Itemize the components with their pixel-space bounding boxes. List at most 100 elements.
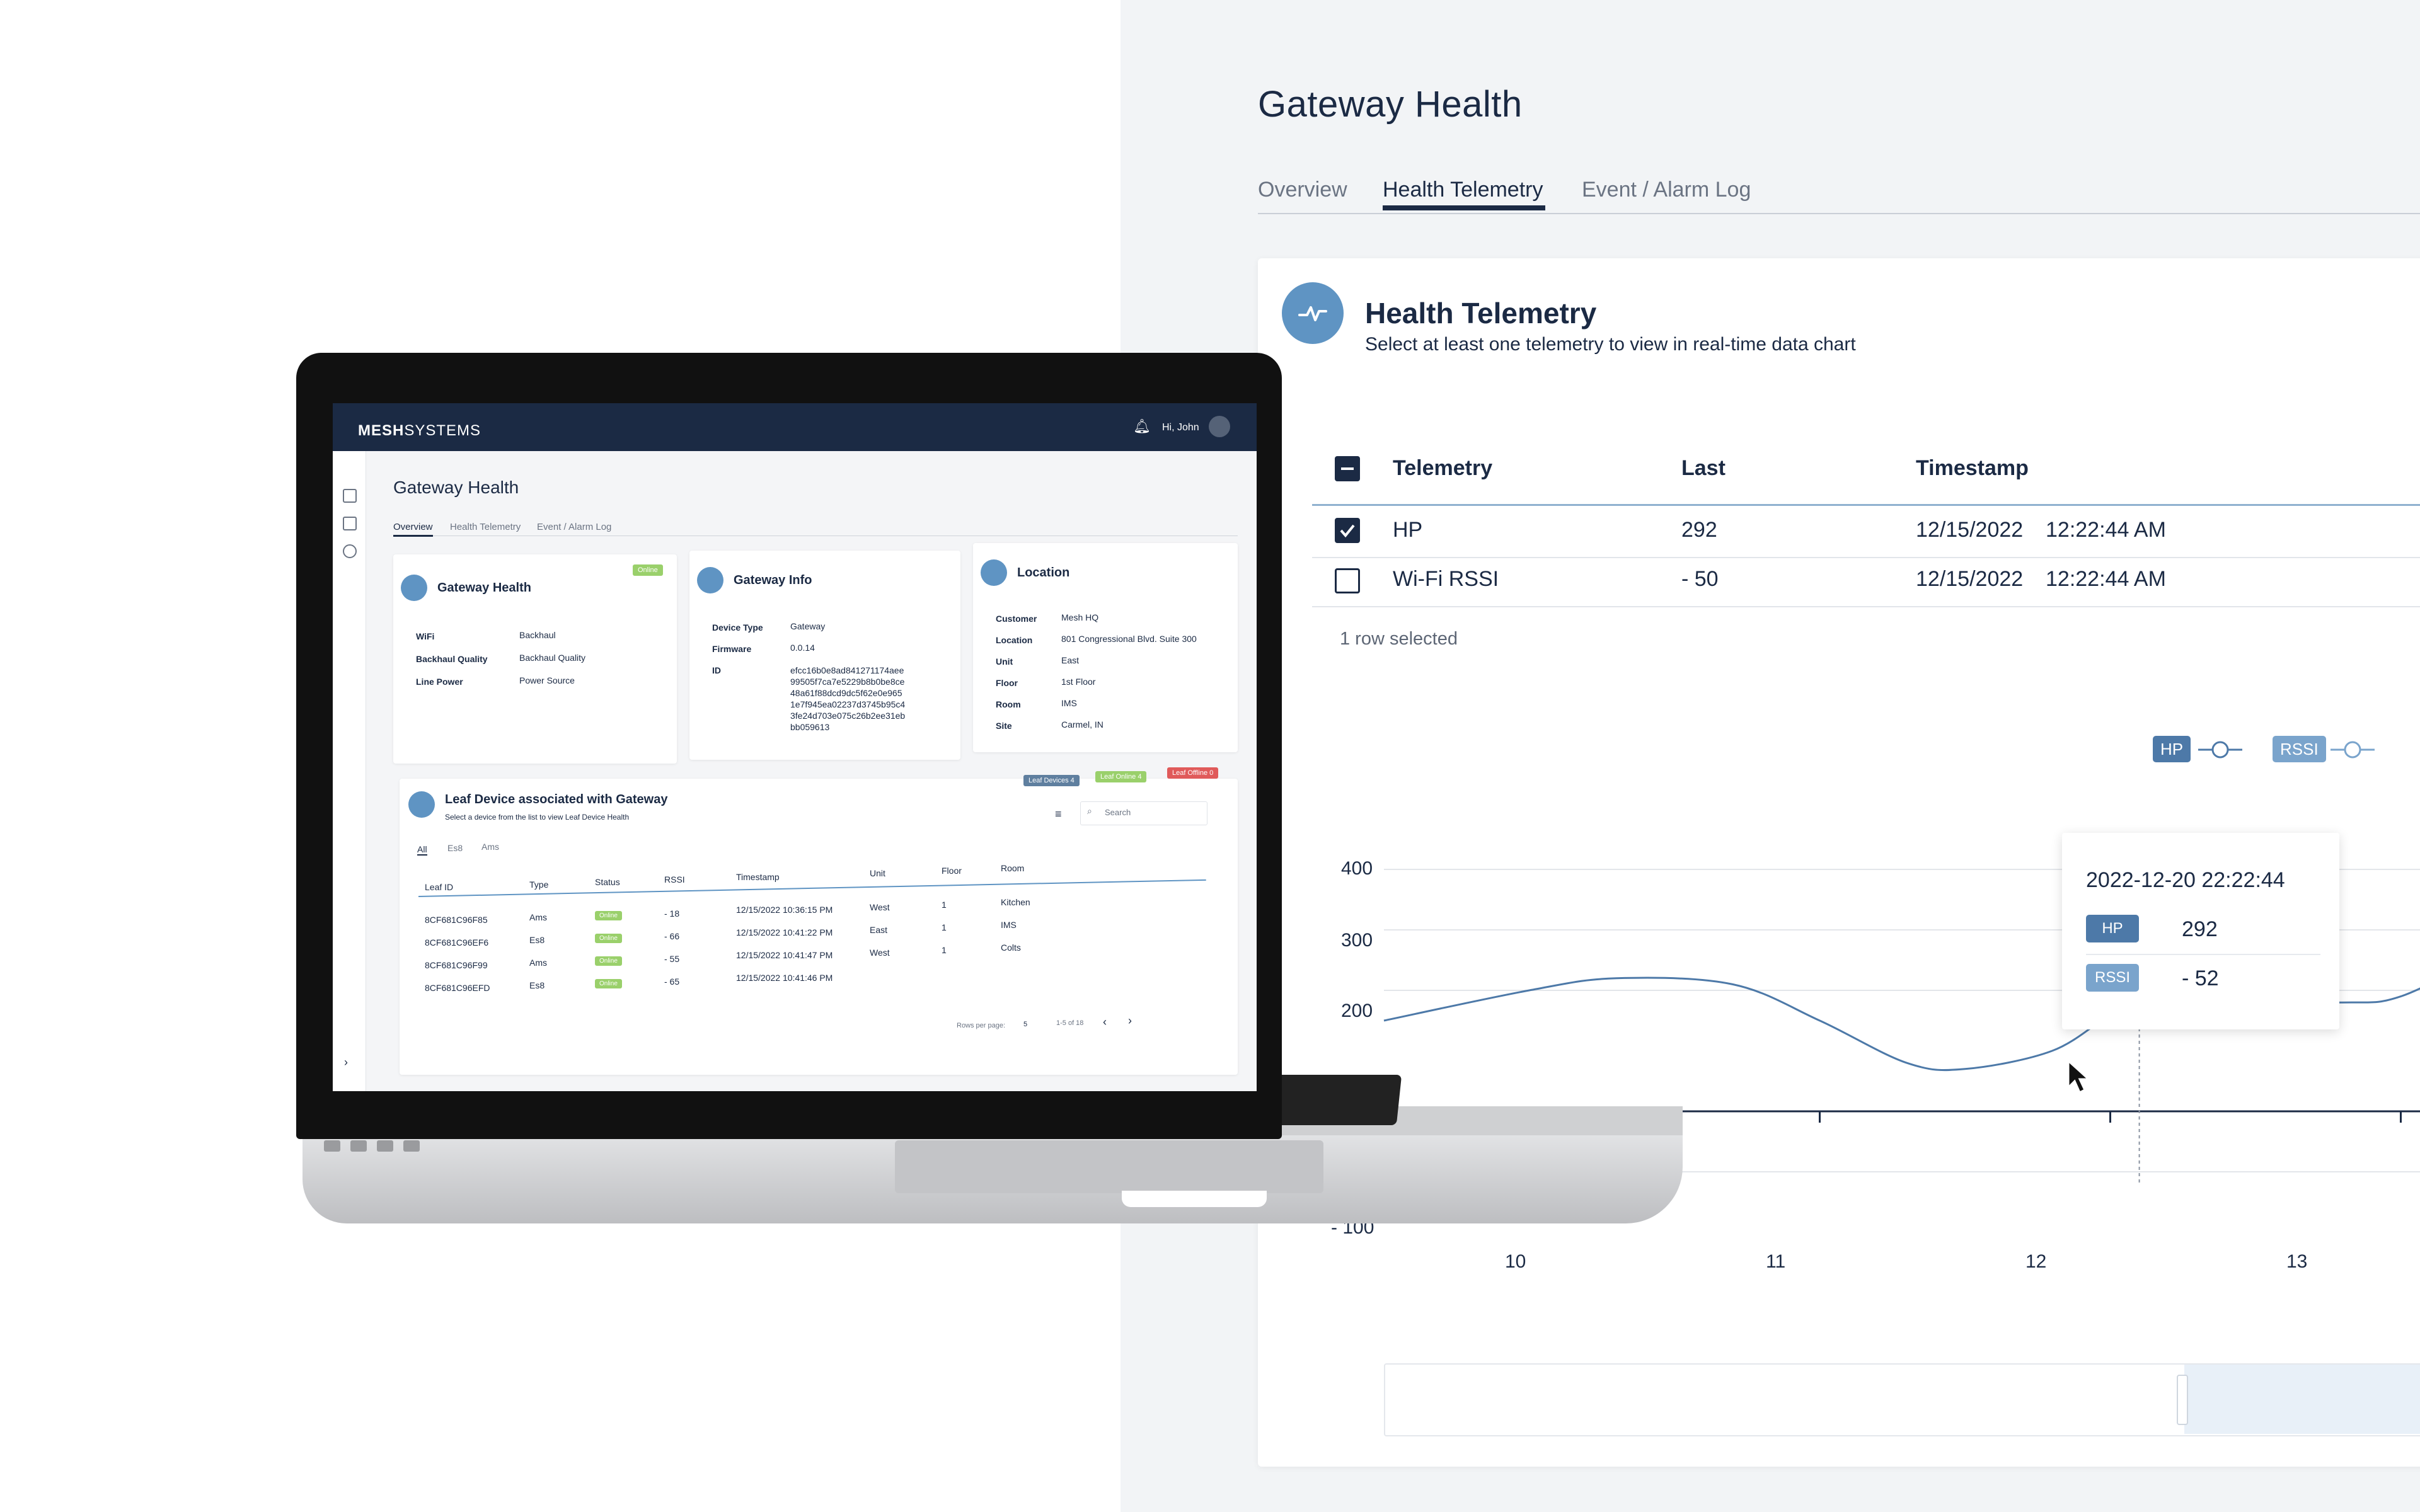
filter-icon[interactable]: ≡: [1055, 808, 1062, 820]
leaf-timestamp: 12/15/2022 10:41:47 PM: [736, 950, 833, 960]
gateway-health-card: Gateway Health Online WiFi Backhaul Back…: [393, 554, 677, 764]
series-line-hp: [1383, 976, 2420, 1072]
leaf-floor: 1: [942, 945, 947, 955]
leaf-floor: 1: [942, 900, 947, 910]
tab-health-telemetry[interactable]: Health Telemetry: [1383, 178, 1543, 202]
column-header[interactable]: RSSI: [664, 874, 685, 885]
column-header[interactable]: Leaf ID: [425, 882, 454, 892]
selection-count: 1 row selected: [1340, 629, 1458, 649]
status-badge: Online: [595, 911, 622, 920]
leaf-type: Ams: [529, 912, 547, 922]
x-tick-label: 10: [1505, 1251, 1526, 1272]
status-badge: Online: [595, 934, 622, 943]
devices-icon[interactable]: [343, 517, 357, 530]
chevron-left-icon[interactable]: ‹: [1103, 1016, 1107, 1028]
telemetry-last: - 50: [1681, 567, 1719, 591]
legend-rssi-line-icon: [2331, 741, 2375, 759]
range-handle[interactable]: [2177, 1375, 2188, 1425]
field-label: Room: [996, 699, 1021, 709]
column-header[interactable]: Room: [1001, 863, 1025, 873]
chart-tooltip: 2022-12-20 22:22:44 HP 292 RSSI - 52: [2062, 833, 2339, 1029]
column-header[interactable]: Type: [529, 879, 549, 890]
leaf-rssi: - 55: [664, 954, 680, 964]
device-id-line: 48a61f88dcd9dc5f62e0e965: [790, 688, 902, 698]
field-label: Location: [996, 635, 1033, 645]
leaf-type: Es8: [529, 980, 545, 990]
field-label: Line Power: [416, 677, 463, 687]
legend-hp[interactable]: HP: [2153, 736, 2191, 762]
chart-range-selection[interactable]: [2184, 1365, 2420, 1434]
device-id-line: 1e7f945ea02237d3745b95c4: [790, 699, 906, 709]
search-input[interactable]: ⌕ Search: [1080, 801, 1207, 825]
bell-icon[interactable]: 🔔︎: [1133, 418, 1151, 434]
y-tick-label: 400: [1341, 858, 1373, 879]
card-subtitle: Select a device from the list to view Le…: [445, 813, 630, 822]
search-icon: ⌕: [1087, 806, 1092, 816]
leaf-room: Colts: [1001, 942, 1021, 953]
pagination-range: 1-5 of 18: [1056, 1019, 1084, 1027]
tab-overview[interactable]: Overview: [1258, 178, 1347, 202]
avatar[interactable]: [1209, 416, 1230, 437]
status-badge: Online: [595, 979, 622, 988]
field-value: 801 Congressional Blvd. Suite 300: [1061, 634, 1197, 644]
telemetry-last: 292: [1681, 518, 1717, 542]
row-divider: [1312, 606, 2420, 607]
status-badge: Online: [595, 956, 622, 966]
field-label: Firmware: [712, 644, 752, 654]
chevron-right-icon[interactable]: ›: [1128, 1014, 1132, 1027]
app-header: MESHSYSTEMS 🔔︎ Hi, John: [333, 403, 1257, 451]
tab-event-alarm-log[interactable]: Event / Alarm Log: [537, 522, 612, 532]
y-tick-label: 300: [1341, 930, 1373, 951]
table-header-divider: [1312, 504, 2420, 506]
dashboard-icon[interactable]: [343, 489, 357, 503]
column-header-telemetry[interactable]: Telemetry: [1393, 456, 1493, 480]
column-header[interactable]: Floor: [942, 866, 962, 876]
field-label: WiFi: [416, 631, 435, 641]
select-all-checkbox[interactable]: [1335, 456, 1360, 481]
leaf-id: 8CF681C96EFD: [425, 983, 490, 993]
field-label: Site: [996, 721, 1012, 731]
rows-per-page-select[interactable]: 5: [1023, 1021, 1028, 1028]
leaf-room: Kitchen: [1001, 897, 1030, 907]
column-header-timestamp[interactable]: Timestamp: [1916, 456, 2029, 480]
filter-tab-all[interactable]: All: [417, 844, 427, 856]
row-checkbox-hp[interactable]: [1335, 518, 1360, 543]
column-header-last[interactable]: Last: [1681, 456, 1726, 480]
device-id-line: 99505f7ca7e5229b8b0be8ce: [790, 677, 905, 687]
filter-tab-ams[interactable]: Ams: [481, 842, 499, 852]
field-value: 0.0.14: [790, 643, 815, 653]
column-header[interactable]: Unit: [870, 868, 885, 878]
field-value: 1st Floor: [1061, 677, 1096, 687]
leaf-unit: East: [870, 925, 888, 935]
search-placeholder: Search: [1105, 808, 1131, 817]
telemetry-date: 12/15/2022: [1916, 567, 2024, 591]
user-greeting[interactable]: Hi, John: [1162, 422, 1199, 433]
leaf-timestamp: 12/15/2022 10:41:22 PM: [736, 927, 833, 937]
tab-overview[interactable]: Overview: [393, 522, 433, 537]
laptop-port: [403, 1140, 420, 1152]
legend-rssi[interactable]: RSSI: [2273, 736, 2326, 762]
active-tab-indicator: [1383, 205, 1545, 210]
laptop-port: [377, 1140, 393, 1152]
field-value: Mesh HQ: [1061, 612, 1099, 622]
leaf-id: 8CF681C96EF6: [425, 937, 489, 948]
telemetry-time: 12:22:44 AM: [2046, 518, 2166, 542]
telemetry-card-title: Health Telemetry: [1365, 297, 1597, 329]
column-header[interactable]: Status: [595, 877, 620, 887]
column-header[interactable]: Timestamp: [736, 872, 780, 882]
x-tick-label: 13: [2286, 1251, 2308, 1272]
chevron-right-icon[interactable]: ›: [344, 1056, 348, 1068]
leaf-rssi: - 65: [664, 976, 680, 987]
telemetry-name: HP: [1393, 518, 1423, 542]
filter-tab-es8[interactable]: Es8: [447, 843, 463, 853]
tooltip-datetime: 2022-12-20 22:22:44: [2086, 868, 2285, 892]
field-label: Unit: [996, 656, 1013, 667]
page-title: Gateway Health: [393, 478, 519, 497]
tooltip-rssi-value: - 52: [2182, 966, 2219, 990]
gear-icon[interactable]: [343, 544, 357, 558]
tooltip-rssi-label: RSSI: [2086, 964, 2139, 992]
row-checkbox-wifi-rssi[interactable]: [1335, 568, 1360, 593]
tab-event-alarm-log[interactable]: Event / Alarm Log: [1582, 178, 1751, 202]
laptop-trackpad: [895, 1140, 1323, 1193]
tab-health-telemetry[interactable]: Health Telemetry: [450, 522, 521, 532]
